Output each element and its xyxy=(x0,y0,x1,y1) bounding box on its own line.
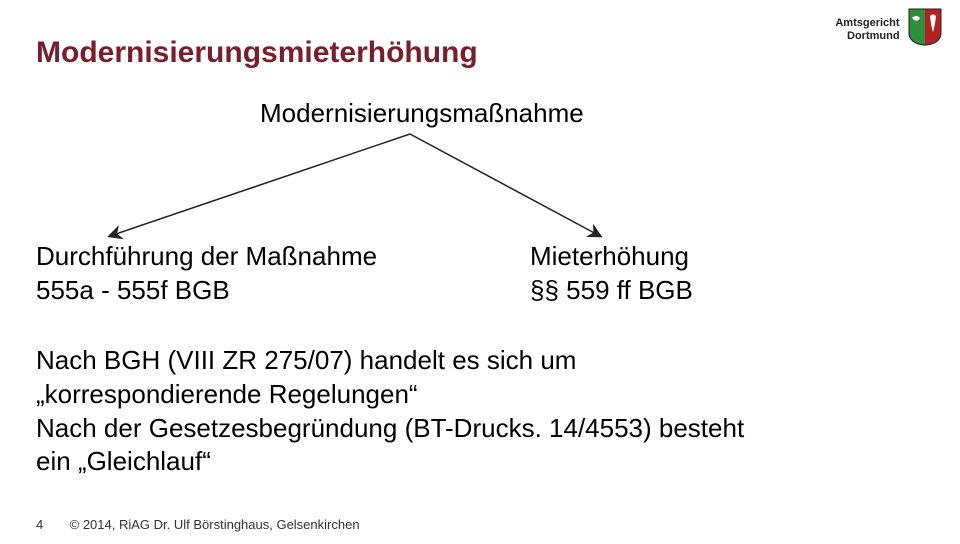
page-title: Modernisierungsmieterhöhung xyxy=(36,36,478,70)
right-line2: §§ 559 ff BGB xyxy=(530,274,693,308)
copyright: © 2014, RiAG Dr. Ulf Börstinghaus, Gelse… xyxy=(70,517,360,532)
header-right: Amtsgericht Dortmund xyxy=(835,8,942,51)
nrw-crest-icon xyxy=(908,8,942,51)
org-text: Amtsgericht Dortmund xyxy=(835,17,899,41)
footer: 4 © 2014, RiAG Dr. Ulf Börstinghaus, Gel… xyxy=(36,517,360,532)
page-number: 4 xyxy=(36,517,66,532)
diagram-arrows xyxy=(0,128,960,248)
right-column: Mieterhöhung §§ 559 ff BGB xyxy=(530,240,693,308)
left-column: Durchführung der Maßnahme 555a - 555f BG… xyxy=(36,240,377,308)
subtitle: Modernisierungsmaßnahme xyxy=(260,98,584,129)
left-line1: Durchführung der Maßnahme xyxy=(36,240,377,274)
right-line1: Mieterhöhung xyxy=(530,240,693,274)
org-line1: Amtsgericht xyxy=(835,17,899,29)
left-line2: 555a - 555f BGB xyxy=(36,274,377,308)
body-line4: ein „Gleichlauf“ xyxy=(36,445,916,479)
org-line2: Dortmund xyxy=(847,30,900,42)
body-line2: „korrespondierende Regelungen“ xyxy=(36,378,916,412)
body-line3: Nach der Gesetzesbegründung (BT-Drucks. … xyxy=(36,412,916,446)
body-line1: Nach BGH (VIII ZR 275/07) handelt es sic… xyxy=(36,344,916,378)
body-text: Nach BGH (VIII ZR 275/07) handelt es sic… xyxy=(36,344,916,479)
